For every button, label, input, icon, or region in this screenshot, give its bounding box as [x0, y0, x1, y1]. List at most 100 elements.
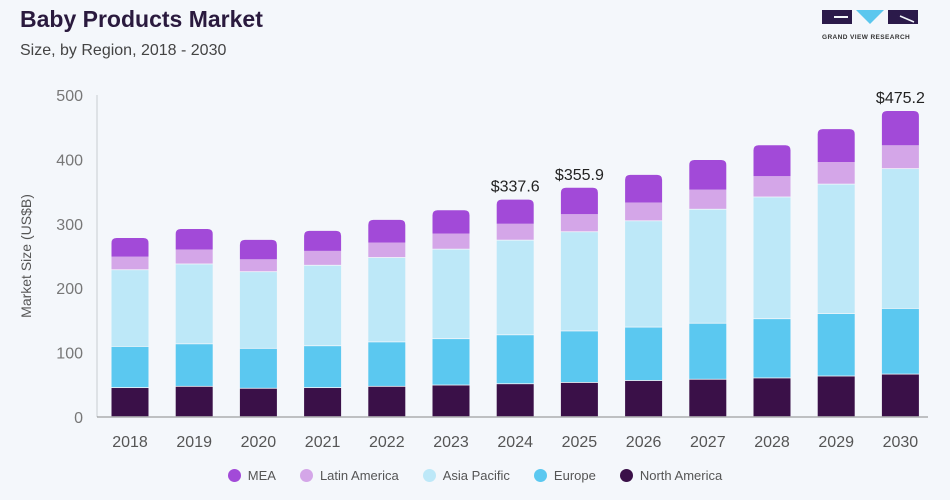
legend-label: Asia Pacific — [442, 468, 510, 483]
bar-segment-europe — [175, 344, 213, 386]
y-tick-label: 300 — [56, 217, 83, 234]
bar-segment-mea — [239, 239, 277, 260]
bar-segment-north-america — [496, 384, 534, 417]
bar-segment-latin-america — [753, 176, 791, 197]
bar-segment-latin-america — [496, 223, 534, 240]
legend-swatch-icon — [422, 469, 436, 482]
x-tick-label: 2023 — [433, 434, 469, 451]
bar-stack-2025 — [560, 187, 598, 417]
legend-swatch-icon — [299, 469, 313, 482]
bar-segment-asia-pacific — [175, 264, 213, 344]
bar-segment-north-america — [304, 388, 342, 417]
x-tick-label: 2024 — [497, 434, 533, 451]
bar-stack-2028 — [753, 145, 791, 417]
y-tick-label: 0 — [74, 410, 83, 427]
bar-segment-mea — [175, 228, 213, 250]
bar-stack-2024 — [496, 199, 534, 417]
bar-segment-north-america — [689, 379, 727, 417]
bar-segment-mea — [689, 160, 727, 190]
bar-segment-asia-pacific — [817, 184, 855, 314]
bar-stack-2023 — [432, 210, 470, 417]
bar-segment-north-america — [111, 388, 149, 417]
bar-stack-2020 — [239, 239, 277, 417]
bar-segment-latin-america — [560, 214, 598, 232]
legend-label: Latin America — [319, 468, 399, 483]
bar-segment-mea — [304, 230, 342, 251]
bar-segment-latin-america — [689, 189, 727, 209]
bar-segment-europe — [753, 319, 791, 378]
bar-segment-asia-pacific — [368, 257, 406, 342]
y-tick-label: 500 — [56, 88, 83, 105]
chart-legend: MEA Latin America Asia Pacific Europe North … — [0, 468, 950, 483]
x-tick-label: 2030 — [883, 434, 919, 451]
bar-segment-latin-america — [817, 161, 855, 184]
bar-stack-2027 — [689, 160, 727, 417]
bar-segment-europe — [881, 308, 919, 374]
bar-segment-mea — [817, 129, 855, 162]
stacked-bar-chart: Market Size (US$B) 0 100 200 300 400 500 2018… — [18, 88, 928, 451]
bar-segment-mea — [496, 199, 534, 224]
y-tick-label: 100 — [56, 346, 83, 363]
bar-segment-europe — [304, 346, 342, 388]
bar-segment-north-america — [625, 380, 663, 417]
bar-segment-north-america — [560, 382, 598, 417]
bar-segment-mea — [881, 110, 919, 146]
legend-item-europe: Europe — [533, 468, 596, 483]
chart-title: Baby Products Market — [20, 6, 263, 32]
bar-segment-north-america — [175, 386, 213, 417]
bar-segment-latin-america — [304, 250, 342, 265]
bar-segment-north-america — [239, 388, 277, 417]
bar-segment-mea — [753, 145, 791, 177]
x-tick-label: 2029 — [818, 434, 854, 451]
legend-item-mea: MEA — [227, 468, 276, 483]
bar-segment-latin-america — [175, 249, 213, 264]
bar-segment-asia-pacific — [304, 265, 342, 346]
bar-segment-asia-pacific — [881, 169, 919, 309]
x-tick-label: 2018 — [112, 434, 148, 451]
bar-segment-asia-pacific — [560, 232, 598, 331]
legend-item-latin-america: Latin America — [299, 468, 399, 483]
y-tick-label: 200 — [56, 281, 83, 298]
bar-segment-mea — [111, 237, 149, 257]
bar-segment-asia-pacific — [625, 221, 663, 327]
bar-stack-2026 — [625, 174, 663, 417]
legend-item-asia-pacific: Asia Pacific — [422, 468, 510, 483]
x-tick-label: 2019 — [176, 434, 212, 451]
x-tick-label: 2021 — [305, 434, 341, 451]
bar-segment-europe — [111, 346, 149, 388]
bar-segment-north-america — [881, 374, 919, 417]
bar-stack-2029 — [817, 129, 855, 417]
logo-text: GRAND VIEW RESEARCH — [822, 34, 911, 41]
bar-segment-latin-america — [625, 202, 663, 221]
bar-segment-europe — [432, 339, 470, 385]
bar-segment-north-america — [368, 386, 406, 417]
legend-label: MEA — [247, 468, 276, 483]
chart-subtitle: Size, by Region, 2018 - 2030 — [20, 42, 227, 59]
bar-segment-latin-america — [239, 259, 277, 272]
bar-segment-europe — [689, 323, 727, 379]
legend-label: North America — [639, 468, 723, 483]
bar-stack-2030 — [881, 110, 919, 417]
bar-segment-latin-america — [111, 256, 149, 270]
bar-segment-latin-america — [368, 242, 406, 258]
bar-stack-2019 — [175, 228, 213, 417]
legend-label: Europe — [553, 468, 596, 483]
data-label: $475.2 — [876, 90, 925, 107]
bar-segment-europe — [817, 313, 855, 376]
bar-segment-asia-pacific — [753, 197, 791, 319]
bar-segment-asia-pacific — [689, 209, 727, 323]
bar-segment-asia-pacific — [432, 249, 470, 339]
bar-stack-2018 — [111, 237, 149, 417]
x-tick-label: 2028 — [754, 434, 790, 451]
y-tick-label: 400 — [56, 152, 83, 169]
bar-segment-mea — [368, 219, 406, 243]
bar-segment-north-america — [432, 385, 470, 417]
bar-segment-asia-pacific — [239, 272, 277, 348]
y-axis-label: Market Size (US$B) — [18, 194, 34, 318]
bar-segment-latin-america — [432, 233, 470, 249]
bar-stack-2022 — [368, 219, 406, 417]
bar-stack-2021 — [304, 230, 342, 417]
x-tick-label: 2020 — [241, 434, 277, 451]
bar-segment-mea — [625, 174, 663, 203]
bar-segment-mea — [432, 210, 470, 234]
